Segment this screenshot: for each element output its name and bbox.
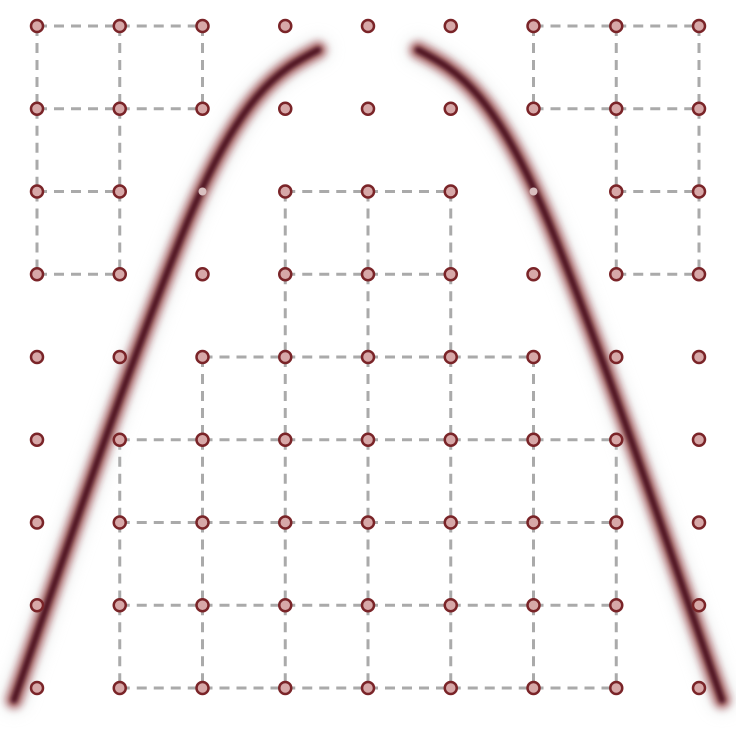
grid-node [29,598,45,613]
grid-node [691,18,707,34]
grid-node [29,515,45,530]
grid-node [360,515,376,530]
grid-node [112,101,127,116]
grid-node [195,267,210,282]
grid-node [195,432,210,447]
grid-node [29,432,45,447]
grid-node [278,184,293,199]
grid-node [609,184,624,199]
grid-node [112,18,127,34]
grid-node [278,18,293,34]
right-arc-core [414,46,726,704]
grid-node [609,349,624,365]
grid-node [691,598,707,613]
grid-node [112,267,127,282]
grid-node [360,349,376,365]
grid-node [691,515,707,530]
left-arc-halo [1,37,331,713]
grid-node [609,267,624,282]
grid-node [112,432,127,447]
grid-node [691,267,707,282]
grid-node [526,432,541,447]
grid-node-highlighted [529,187,538,196]
grid-node [195,101,210,116]
grid-node [443,680,458,696]
grid-node [112,184,127,199]
grid-node [443,598,458,613]
grid-node [112,515,127,530]
grid-node [526,267,541,282]
grid-node [29,267,45,282]
left-arc-core [10,46,322,704]
grid-node [112,680,127,696]
grid-node [526,101,541,116]
edges-layer [35,24,701,690]
grid-node [278,349,293,365]
grid-node [360,18,376,34]
nodes-layer [29,18,707,696]
grid-node [29,349,45,365]
grid-node [443,18,458,34]
grid-node [29,680,45,696]
grid-node [360,432,376,447]
grid-node [691,432,707,447]
grid-node [360,598,376,613]
grid-node [526,18,541,34]
grid-node [360,680,376,696]
grid-node [526,598,541,613]
grid-node [278,101,293,116]
grid-node [691,680,707,696]
grid-node [691,101,707,116]
grid-node [443,432,458,447]
grid-node [112,349,127,365]
grid-node [609,101,624,116]
grid-node [443,184,458,199]
grid-node [609,18,624,34]
grid-node [195,18,210,34]
grid-node [526,680,541,696]
grid-node-highlighted [198,187,207,196]
grid-node [195,349,210,365]
grid-node [278,432,293,447]
grid-node [278,515,293,530]
grid-node [526,349,541,365]
grid-node [526,515,541,530]
right-arc [405,37,735,713]
grid-node [443,267,458,282]
grid-node [278,680,293,696]
grid-node [443,101,458,116]
grid-node [278,267,293,282]
grid-node [29,101,45,116]
grid-node [609,432,624,447]
grid-node [29,184,45,199]
grid-node [360,101,376,116]
grid-node [112,598,127,613]
arcs-layer [1,37,735,713]
grid-node [691,349,707,365]
grid-node [29,18,45,34]
grid-node [195,515,210,530]
left-arc [1,37,331,713]
grid-node [360,184,376,199]
right-arc-halo [405,37,735,713]
grid-node [609,598,624,613]
grid-node [691,184,707,199]
grid-node [609,680,624,696]
grid-node [360,267,376,282]
grid-node [195,680,210,696]
grid-node [609,515,624,530]
grid-node [195,598,210,613]
grid-node [443,515,458,530]
grid-node [278,598,293,613]
grid-node [443,349,458,365]
